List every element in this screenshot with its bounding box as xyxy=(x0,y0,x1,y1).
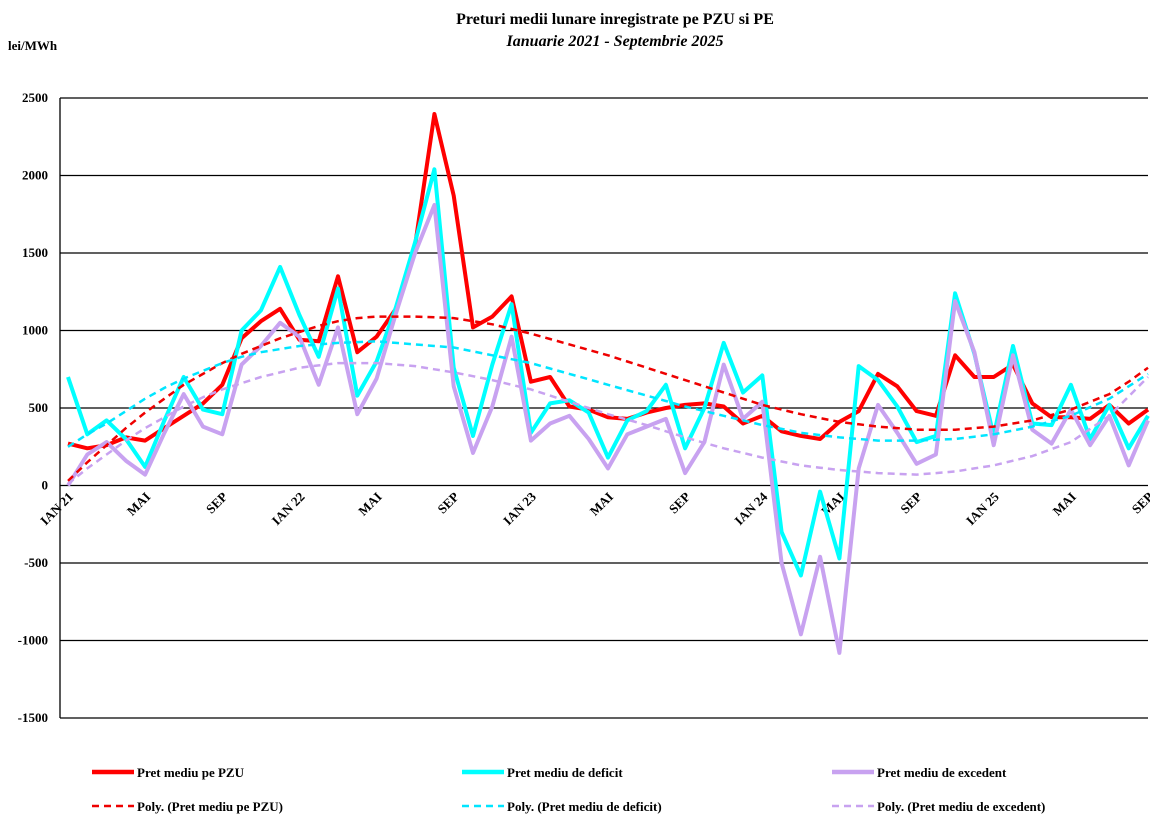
x-tick-label: SEP xyxy=(897,489,925,517)
trend-line xyxy=(67,361,1149,485)
y-tick-label: -1500 xyxy=(18,710,48,725)
x-tick-label: SEP xyxy=(666,489,694,517)
trend-line xyxy=(67,340,1149,448)
chart-subtitle: Ianuarie 2021 - Septembrie 2025 xyxy=(506,33,724,50)
trend-line xyxy=(67,315,1149,482)
legend-label: Pret mediu de deficit xyxy=(507,765,623,780)
x-tick-label: IAN 21 xyxy=(37,489,76,528)
y-axis-label: lei/MWh xyxy=(8,38,58,53)
x-tick-label: IAN 22 xyxy=(269,489,308,528)
x-tick-label: IAN 24 xyxy=(731,489,770,528)
x-tick-label: SEP xyxy=(203,489,231,517)
legend-label: Poly. (Pret mediu pe PZU) xyxy=(137,799,283,814)
x-tick-label: SEP xyxy=(1129,489,1150,517)
x-tick-label: MAI xyxy=(587,489,616,518)
y-tick-label: 2500 xyxy=(22,90,48,105)
y-tick-label: 500 xyxy=(29,400,49,415)
y-tick-label: -1000 xyxy=(18,633,48,648)
legend-label: Poly. (Pret mediu de deficit) xyxy=(507,799,662,814)
y-tick-label: -500 xyxy=(24,555,48,570)
x-tick-label: IAN 25 xyxy=(963,489,1002,528)
y-tick-label: 2000 xyxy=(22,168,48,183)
x-tick-label: IAN 23 xyxy=(500,489,539,528)
x-tick-label: SEP xyxy=(434,489,462,517)
legend-label: Pret mediu pe PZU xyxy=(137,765,245,780)
x-tick-label: MAI xyxy=(355,489,384,518)
y-tick-label: 1500 xyxy=(22,245,48,260)
y-tick-label: 0 xyxy=(42,478,49,493)
chart-title: Preturi medii lunare inregistrate pe PZU… xyxy=(456,11,774,28)
legend-label: Pret mediu de excedent xyxy=(877,765,1007,780)
series-line xyxy=(67,112,1150,451)
x-tick-label: MAI xyxy=(124,489,153,518)
x-tick-label: MAI xyxy=(1049,489,1078,518)
y-tick-label: 1000 xyxy=(22,323,48,338)
legend-label: Poly. (Pret mediu de excedent) xyxy=(877,799,1045,814)
series-line xyxy=(66,203,1150,655)
